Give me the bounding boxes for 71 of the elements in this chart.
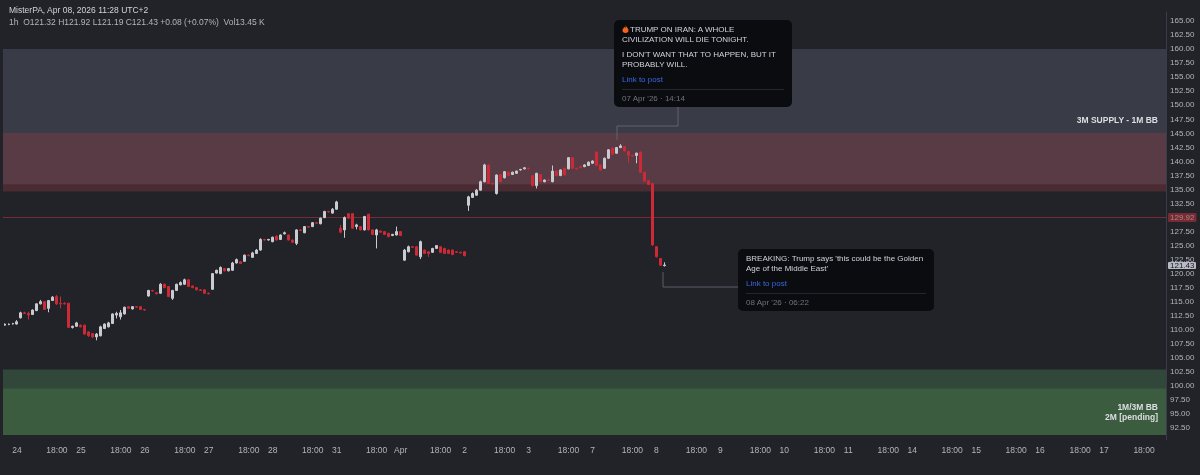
- y-tick-label: 127.50: [1170, 226, 1196, 236]
- y-tick-label: 105.00: [1170, 352, 1196, 362]
- x-tick-label: 18:00: [877, 444, 900, 455]
- chart-title: MisterPA, Apr 08, 2026 11:28 UTC+2: [9, 5, 149, 15]
- x-tick-label: 14: [907, 444, 918, 455]
- y-tick-label: 150.00: [1170, 100, 1196, 110]
- x-tick-label: 25: [76, 444, 86, 455]
- y-tick-label: 120.00: [1170, 268, 1196, 278]
- x-tick-label: 18:00: [621, 444, 644, 455]
- y-tick-label: 140.00: [1170, 156, 1196, 166]
- x-tick-label: 26: [140, 444, 150, 455]
- y-tick-label: 125.00: [1170, 240, 1196, 250]
- x-tick-label: 17: [1099, 444, 1110, 455]
- y-tick-label: 135.00: [1170, 184, 1196, 194]
- y-tick-label: 157.50: [1170, 58, 1196, 68]
- x-tick-label: 28: [268, 444, 278, 455]
- x-tick-label: 18:00: [493, 444, 516, 455]
- x-tick-label: 24: [12, 444, 22, 455]
- band-label: 3M SUPPLY - 1M BB: [1076, 115, 1158, 126]
- y-tick-label: 142.50: [1170, 142, 1196, 152]
- y-tick-label: 147.50: [1170, 114, 1196, 124]
- y-tick-label: 92.50: [1170, 422, 1191, 432]
- y-tick-label: 115.00: [1170, 296, 1195, 306]
- annotation: BREAKING: Trump says 'this could be the Golden Age of the Middle East' Link to post 08 Apr '26 · 06:22: [746, 254, 925, 307]
- x-tick-label: 18:00: [174, 444, 196, 455]
- ref-line-label: 129.92: [1170, 212, 1196, 222]
- y-tick-label: 97.50: [1170, 394, 1191, 404]
- x-tick-label: 18:00: [238, 444, 260, 455]
- text: 1h O121.32 H121.92 L121.19 C121.43 +0.08 (+0.07%) Vol13.45 K: [9, 17, 265, 27]
- x-tick-label: 15: [971, 444, 982, 455]
- x-tick-label: 18:00: [685, 444, 708, 455]
- y-tick-label: 107.50: [1170, 338, 1196, 348]
- band-label: 1M/3M BB 2M [pending]: [1105, 401, 1159, 422]
- y-tick-label: 95.00: [1170, 408, 1191, 418]
- y-tick-label: 110.00: [1170, 324, 1195, 334]
- x-tick-label: 7: [590, 444, 596, 455]
- y-tick-label: 112.50: [1170, 310, 1195, 320]
- x-tick-label: 2: [462, 444, 468, 455]
- x-tick-label: 31: [331, 444, 342, 455]
- x-tick-label: Apr: [394, 444, 408, 455]
- x-tick-label: 16: [1035, 444, 1046, 455]
- y-tick-label: 100.00: [1170, 380, 1196, 390]
- y-tick-label: 162.50: [1170, 30, 1196, 40]
- annotation: TRUMP ON IRAN: A WHOLE CIVILIZATION WILL DIE TONIGHT. I DON'T WANT THAT TO HAPPEN, BUT IT PROBABLY WILL. Link to post 07 Apr '26 · 14:14: [622, 25, 777, 103]
- x-tick-label: 8: [654, 444, 660, 455]
- x-tick-label: 10: [779, 444, 790, 455]
- y-tick-label: 132.50: [1170, 198, 1196, 208]
- x-tick-label: 11: [843, 444, 853, 455]
- x-tick-label: 18:00: [46, 444, 68, 455]
- x-tick-label: 18:00: [1005, 444, 1028, 455]
- x-tick-label: 18:00: [110, 444, 132, 455]
- x-tick-label: 18:00: [1133, 444, 1155, 455]
- x-tick-label: 18:00: [366, 444, 388, 455]
- x-tick-label: 3: [526, 444, 532, 455]
- x-tick-label: 27: [204, 444, 214, 455]
- y-tick-label: 152.50: [1170, 86, 1196, 96]
- y-tick-label: 145.00: [1170, 128, 1196, 138]
- y-tick-label: 137.50: [1170, 170, 1196, 180]
- x-tick-label: 18:00: [302, 444, 324, 455]
- y-tick-label: 160.00: [1170, 44, 1196, 54]
- x-tick-label: 18:00: [1069, 444, 1091, 455]
- y-tick-label: 155.00: [1170, 72, 1196, 82]
- x-tick-label: 18:00: [429, 444, 452, 455]
- y-tick-label: 165.00: [1170, 16, 1196, 26]
- x-tick-label: 18:00: [941, 444, 964, 455]
- x-tick-label: 18:00: [813, 444, 836, 455]
- x-tick-label: 18:00: [557, 444, 580, 455]
- x-tick-label: 18:00: [749, 444, 772, 455]
- y-tick-label: 117.50: [1170, 282, 1195, 292]
- x-tick-label: 9: [718, 444, 724, 455]
- y-tick-label: 102.50: [1170, 366, 1196, 376]
